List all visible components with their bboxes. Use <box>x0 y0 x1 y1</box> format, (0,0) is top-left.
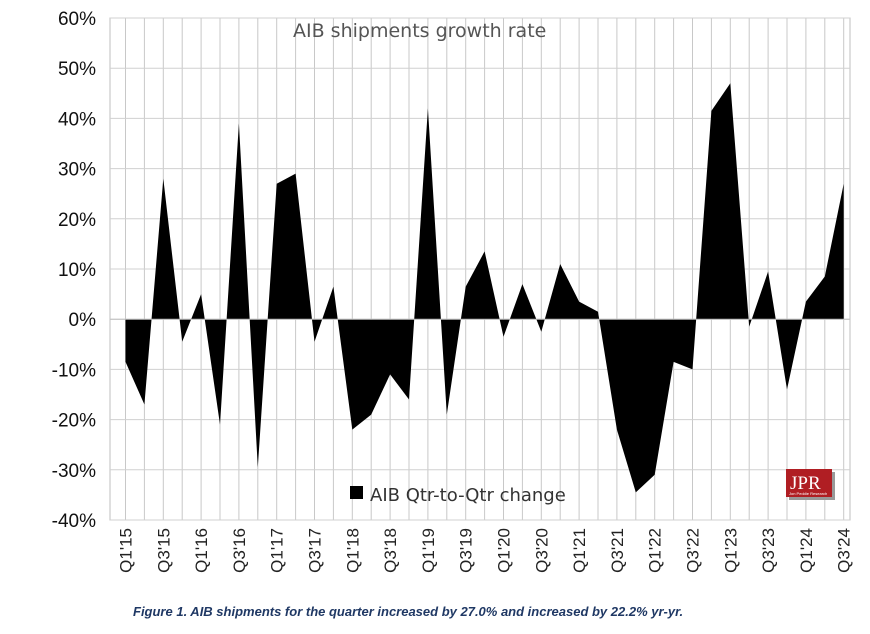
x-tick-label: Q3'23 <box>759 528 778 573</box>
x-axis-ticks: Q1'15 Q3'15 Q1'16 Q3'16 Q1'17 Q3'17 Q1'18 Q3'18… <box>117 528 854 573</box>
legend: AIB Qtr-to-Qtr change <box>350 485 566 506</box>
x-tick-label: Q1'20 <box>495 528 514 573</box>
x-tick-label: Q3'15 <box>154 528 173 573</box>
y-tick-label: 50% <box>58 59 96 80</box>
x-tick-label: Q3'21 <box>608 528 627 573</box>
logo-subtext: Jon Peddie Research <box>789 491 827 496</box>
x-tick-label: Q1'23 <box>721 528 740 573</box>
x-tick-label: Q3'22 <box>684 528 703 573</box>
x-tick-label: Q3'16 <box>230 528 249 573</box>
chart-title: AIB shipments growth rate <box>293 20 546 42</box>
x-tick-label: Q1'17 <box>268 528 287 573</box>
y-tick-label: -40% <box>52 511 96 532</box>
y-tick-label: 40% <box>58 109 96 130</box>
series-area <box>125 83 844 493</box>
y-tick-label: -30% <box>52 461 96 482</box>
x-tick-label: Q1'19 <box>419 528 438 573</box>
logo-text: JPR <box>790 473 821 494</box>
y-axis-ticks: 60% 50% 40% 30% 20% 10% 0% -10% -20% -30% -40% <box>52 9 96 532</box>
logo-box <box>786 469 832 497</box>
x-tick-label: Q3'24 <box>835 528 854 573</box>
y-tick-label: 60% <box>58 9 96 30</box>
jpr-logo: JPR Jon Peddie Research <box>786 469 835 500</box>
y-tick-label: -20% <box>52 411 96 432</box>
x-tick-label: Q3'17 <box>306 528 325 573</box>
y-tick-label: 30% <box>58 160 96 181</box>
y-tick-label: 10% <box>58 260 96 281</box>
y-tick-label: 0% <box>69 310 97 331</box>
x-tick-label: Q1'24 <box>797 528 816 573</box>
x-tick-label: Q1'18 <box>343 528 362 573</box>
legend-swatch <box>350 486 363 499</box>
x-tick-label: Q1'16 <box>192 528 211 573</box>
figure-caption: Figure 1. AIB shipments for the quarter … <box>133 604 684 619</box>
x-tick-label: Q3'19 <box>457 528 476 573</box>
legend-label: AIB Qtr-to-Qtr change <box>370 485 566 506</box>
x-tick-label: Q1'21 <box>570 528 589 573</box>
y-tick-label: 20% <box>58 210 96 231</box>
x-tick-label: Q1'15 <box>117 528 136 573</box>
x-tick-label: Q1'22 <box>646 528 665 573</box>
x-tick-label: Q3'18 <box>381 528 400 573</box>
x-tick-label: Q3'20 <box>532 528 551 573</box>
y-tick-label: -10% <box>52 360 96 381</box>
